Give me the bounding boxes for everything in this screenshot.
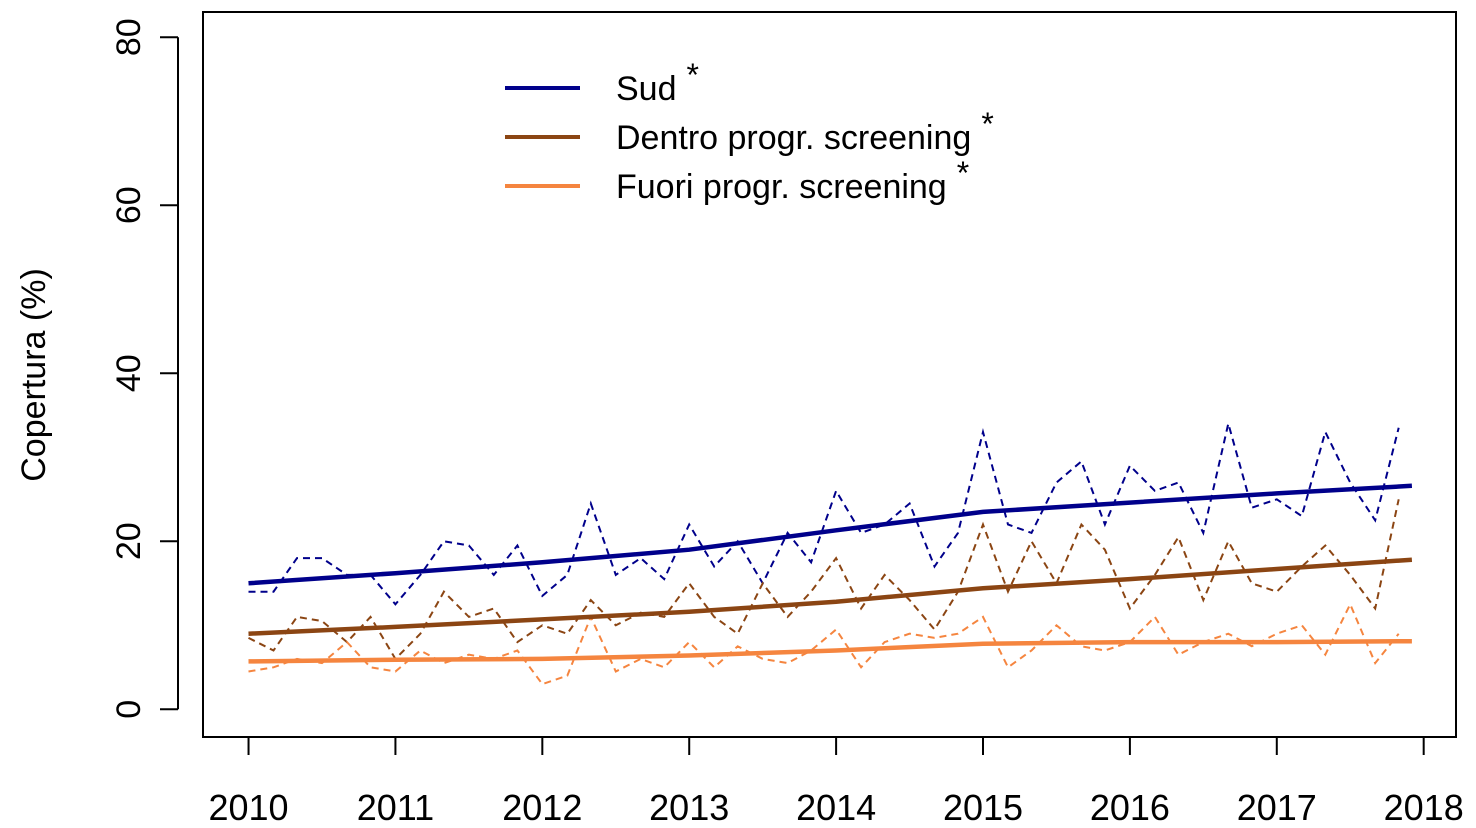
y-axis-label: Copertura (%) <box>15 268 53 482</box>
x-tick-label: 2017 <box>1237 787 1317 828</box>
significance-mark: * <box>981 106 993 142</box>
significance-mark: * <box>687 57 699 93</box>
x-tick-label: 2015 <box>943 787 1023 828</box>
observed-line <box>248 499 1400 661</box>
significance-mark: * <box>957 155 969 191</box>
x-tick-label: 2016 <box>1090 787 1170 828</box>
x-tick-label: 2012 <box>502 787 582 828</box>
trend-line <box>248 557 1413 636</box>
trend-line <box>248 483 1413 586</box>
legend-label: Dentro progr. screening <box>616 119 971 157</box>
x-tick-label: 2018 <box>1384 787 1464 828</box>
x-tick-label: 2011 <box>357 787 434 828</box>
x-tick-label: 2013 <box>649 787 729 828</box>
observed-line <box>248 423 1400 606</box>
x-tick-label: 2014 <box>796 787 876 828</box>
y-tick-label: 0 <box>110 700 148 719</box>
y-tick-label: 40 <box>110 354 148 392</box>
y-tick-label: 20 <box>110 522 148 560</box>
x-tick-label: 2010 <box>208 787 288 828</box>
legend-label: Sud <box>616 70 677 108</box>
y-tick-label: 60 <box>110 186 148 224</box>
legend-label: Fuori progr. screening <box>616 168 947 206</box>
y-tick-label: 80 <box>110 18 148 56</box>
trend-line <box>248 638 1412 664</box>
